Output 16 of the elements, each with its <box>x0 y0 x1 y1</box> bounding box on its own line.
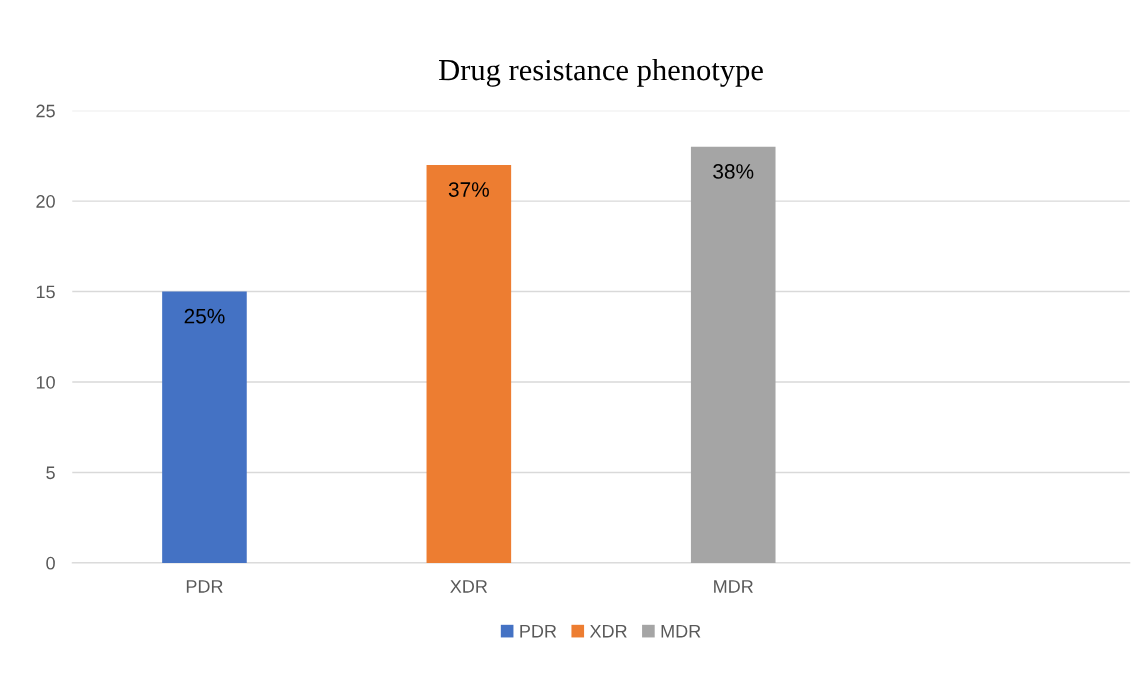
annotation: 37% <box>448 182 489 197</box>
x-tick-label: MDR <box>714 580 753 593</box>
y-tick-label: 5 <box>46 466 55 480</box>
x-tick-label: XDR <box>450 580 488 593</box>
annotation: 38% <box>713 164 754 179</box>
legend-label: PDR <box>520 625 557 638</box>
y-tick-label: 20 <box>36 195 55 208</box>
legend-label: MDR <box>661 625 701 638</box>
x-tick-label: PDR <box>186 580 223 593</box>
y-tick-label: 10 <box>36 375 55 389</box>
y-tick-label: 0 <box>46 556 55 570</box>
y-tick-label: 15 <box>36 285 55 299</box>
y-tick-label: 25 <box>36 104 55 118</box>
annotation: 25% <box>184 308 225 324</box>
chart-title: Drug resistance phenotype <box>438 58 763 87</box>
legend-label: XDR <box>589 625 627 638</box>
